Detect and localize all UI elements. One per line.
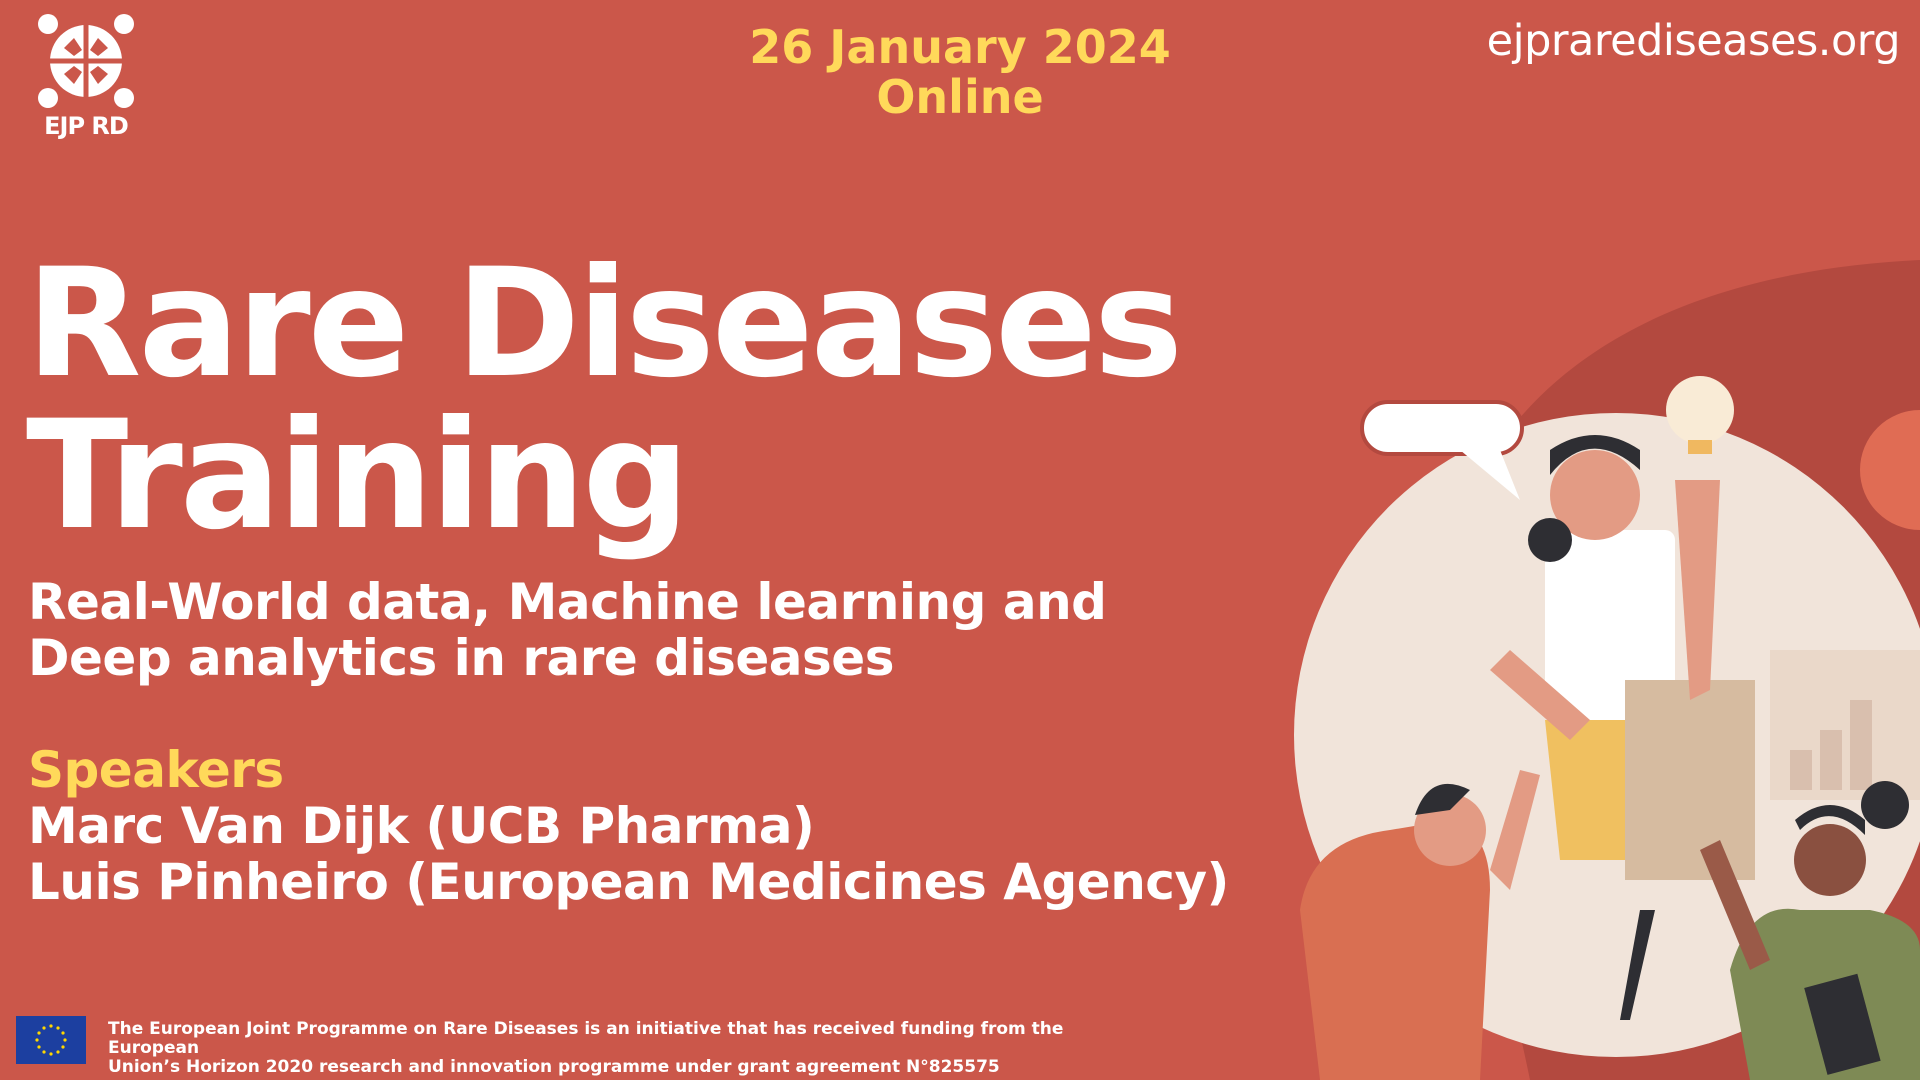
eu-flag-icon: [16, 1016, 86, 1064]
event-date-location: 26 January 2024 Online: [660, 22, 1260, 122]
page-title: Rare Diseases Training: [26, 237, 1183, 563]
speakers-heading: Speakers: [28, 741, 284, 799]
funding-disclaimer: The European Joint Programme on Rare Dis…: [108, 1020, 1158, 1077]
event-date: 26 January 2024: [749, 20, 1171, 74]
subtitle: Real-World data, Machine learning and De…: [28, 573, 1107, 687]
speakers-section: Speakers Marc Van Dijk (UCB Pharma) Luis…: [28, 742, 1229, 910]
event-location: Online: [876, 70, 1044, 124]
student-figure-1: [1300, 820, 1490, 1080]
speaker-item: Luis Pinheiro (European Medicines Agency…: [28, 853, 1229, 911]
subtitle-line-2: Deep analytics in rare diseases: [28, 629, 894, 687]
ejp-rd-logo-icon: [38, 14, 134, 108]
website-link[interactable]: ejprarediseases.org: [1486, 16, 1901, 66]
title-line-1: Rare Diseases: [26, 237, 1183, 411]
clipboard-icon: [1804, 973, 1881, 1075]
training-illustration: [1294, 260, 1920, 1080]
subtitle-line-1: Real-World data, Machine learning and: [28, 573, 1107, 631]
title-line-2: Training: [26, 389, 690, 563]
lightbulb-icon: [1666, 376, 1734, 444]
disclaimer-line-1: The European Joint Programme on Rare Dis…: [108, 1019, 1064, 1058]
logo-text: EJP RD: [44, 112, 129, 140]
presenter-figure: [1545, 530, 1675, 720]
disclaimer-line-2: Union’s Horizon 2020 research and innova…: [108, 1057, 1000, 1077]
speaker-item: Marc Van Dijk (UCB Pharma): [28, 797, 815, 855]
podium: [1625, 680, 1755, 880]
graduation-icon: [1860, 410, 1920, 530]
speech-bubble-icon: [1360, 400, 1524, 456]
laptop-icon: [1500, 910, 1655, 1020]
